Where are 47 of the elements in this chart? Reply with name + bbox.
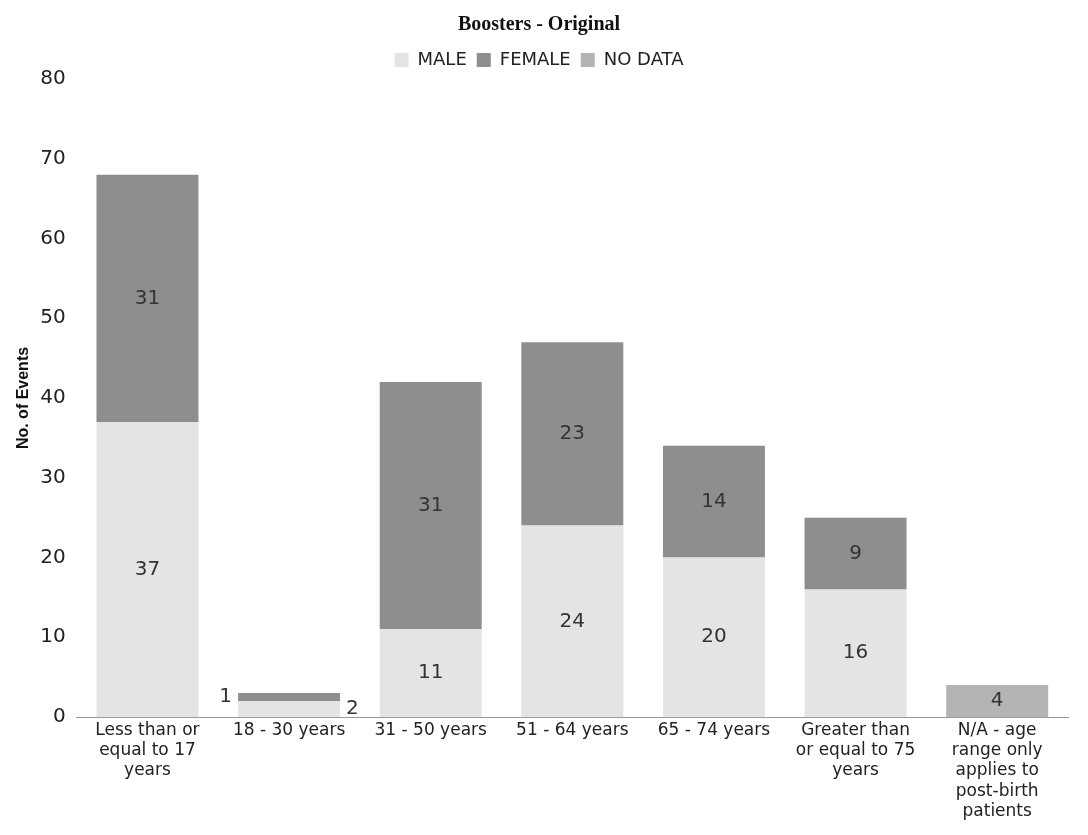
bar [238, 693, 341, 702]
legend-label: NO DATA [603, 47, 685, 69]
bar [379, 629, 482, 717]
data-label: 9 [849, 539, 862, 564]
bar [946, 685, 1049, 717]
data-label: 31 [134, 284, 161, 309]
y-tick-label: 80 [40, 65, 66, 90]
bar [96, 174, 199, 422]
y-tick-label: 20 [40, 543, 66, 568]
bar [96, 421, 199, 717]
legend-label: FEMALE [499, 47, 571, 69]
x-tick-label: Less than or equal to 17 years [95, 718, 200, 780]
x-tick-label: N/A - age range only applies to post-birth patients [951, 718, 1043, 821]
y-tick-label: 30 [40, 463, 66, 488]
y-tick-label: 50 [40, 304, 66, 329]
bar [662, 557, 765, 717]
bar [238, 701, 341, 717]
x-tick-label: Greater than or equal to 75 years [795, 718, 916, 780]
data-label: 37 [134, 555, 161, 580]
x-tick-label: 65 - 74 years [657, 718, 771, 739]
y-tick-label: 60 [40, 224, 66, 249]
data-label: 11 [417, 659, 444, 684]
legend-label: MALE [417, 47, 467, 69]
bar [521, 342, 624, 526]
data-label: 1 [219, 683, 233, 708]
y-tick-label: 10 [40, 623, 66, 648]
bar [804, 517, 907, 590]
x-tick-label: 31 - 50 years [374, 718, 488, 739]
y-tick-label: 40 [40, 384, 66, 409]
data-label: 4 [990, 687, 1004, 712]
data-label: 2 [346, 695, 359, 720]
y-tick-label: 70 [40, 144, 66, 169]
data-label: 20 [701, 623, 727, 648]
x-tick-label: 18 - 30 years [232, 718, 346, 739]
data-label: 23 [559, 420, 586, 445]
data-label: 16 [842, 639, 869, 664]
y-axis-title: No. of Events [14, 346, 32, 450]
bar [379, 382, 482, 630]
bar [662, 445, 765, 558]
y-tick-label: 0 [52, 703, 66, 728]
data-label: 31 [417, 491, 444, 516]
chart-title: Boosters - Original [457, 12, 621, 36]
data-label: 24 [559, 607, 586, 632]
data-label: 14 [701, 487, 727, 512]
bar [804, 589, 907, 717]
bar [521, 525, 624, 717]
x-tick-label: 51 - 64 years [516, 718, 629, 739]
